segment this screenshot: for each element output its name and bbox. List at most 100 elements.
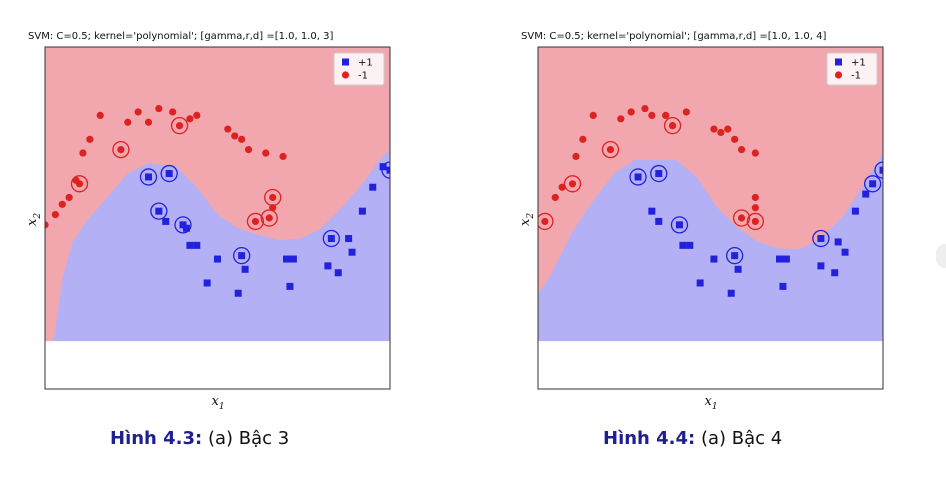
negative-point	[134, 108, 142, 116]
support-vector-ring	[260, 209, 278, 227]
negative-point	[737, 146, 746, 154]
support-vector-ring	[70, 175, 89, 193]
positive-point	[358, 207, 366, 215]
negative-point	[572, 152, 580, 161]
positive-point	[155, 207, 163, 215]
positive-point	[851, 207, 859, 215]
support-vector-ring	[874, 161, 883, 179]
support-vector-ring	[563, 175, 582, 193]
y-axis-label-subscript: 2	[33, 213, 43, 220]
positive-point	[679, 241, 687, 249]
support-vector-ring	[160, 164, 178, 183]
negative-point	[641, 104, 649, 113]
negative-point	[606, 146, 615, 154]
positive-point	[162, 217, 170, 225]
negative-point	[668, 122, 677, 130]
positive-point	[234, 289, 242, 297]
support-vector-ring	[601, 140, 620, 159]
negative-point	[648, 111, 656, 119]
negative-point	[269, 193, 277, 202]
negative-point	[251, 217, 260, 226]
positive-point	[289, 255, 297, 263]
support-vector-ring	[322, 229, 341, 248]
support-vector-ring	[170, 117, 189, 135]
negative-point	[751, 217, 759, 226]
plot-frame	[44, 46, 391, 390]
support-vector-ring	[663, 117, 682, 135]
negative-point	[96, 111, 104, 119]
positive-point	[710, 255, 718, 263]
positive-point	[834, 238, 842, 246]
support-vector-ring	[150, 202, 168, 220]
figure-caption-text: (a) Bậc 4	[700, 428, 783, 449]
x-axis-label-subscript: 1	[712, 402, 718, 412]
plot-title: SVM: C=0.5; kernel='polynomial'; [gamma,…	[521, 31, 827, 42]
negative-point	[724, 125, 732, 133]
negative-point	[58, 200, 66, 208]
positive-point	[734, 265, 742, 273]
plot-area	[538, 47, 883, 389]
legend-label: -1	[851, 71, 861, 82]
negative-point	[682, 108, 690, 116]
positive-point	[862, 190, 870, 198]
support-vector-ring	[812, 229, 830, 248]
positive-point	[324, 262, 332, 270]
positive-point	[286, 282, 294, 290]
positive-point	[731, 252, 739, 260]
support-vector-ring	[232, 246, 251, 265]
negative-point	[579, 135, 587, 143]
negative-point	[244, 146, 253, 154]
uncovered-region	[538, 341, 883, 389]
positive-point	[817, 235, 825, 243]
positive-point	[334, 269, 342, 277]
positive-region	[538, 153, 883, 389]
negative-point	[279, 152, 287, 161]
positive-point	[327, 235, 335, 243]
negative-point	[45, 221, 49, 229]
legend-label: +1	[358, 58, 373, 69]
figure-caption-text: (a) Bậc 3	[207, 428, 290, 449]
positive-point	[686, 241, 694, 249]
svm-degree-3-chart: +1 -1 x1 x2	[25, 46, 391, 412]
support-vector-ring	[139, 168, 158, 186]
positive-point	[345, 235, 353, 243]
positive-point	[782, 255, 790, 263]
support-vector-ring	[629, 168, 647, 186]
negative-point	[751, 193, 759, 202]
legend-marker-positive	[835, 58, 842, 66]
negative-point	[627, 108, 635, 116]
positive-point	[241, 265, 249, 273]
x-axis-label: x1	[212, 394, 225, 412]
y-axis-label-subscript: 2	[526, 213, 536, 220]
support-vector-ring	[650, 164, 668, 183]
positive-point	[238, 252, 246, 260]
negative-point	[186, 115, 194, 123]
positive-point	[214, 255, 221, 263]
negative-point	[79, 149, 87, 157]
positive-point	[841, 248, 849, 256]
positive-point	[727, 289, 735, 297]
positive-point	[779, 282, 787, 290]
support-vector-ring	[670, 216, 689, 234]
legend-marker-negative	[834, 71, 843, 79]
positive-point	[675, 221, 683, 229]
positive-point	[655, 170, 663, 178]
negative-point	[731, 135, 739, 143]
positive-point	[369, 183, 377, 191]
positive-point	[165, 170, 173, 178]
positive-point	[817, 262, 825, 270]
positive-point	[776, 255, 783, 263]
negative-point	[65, 193, 73, 202]
negative-point	[751, 149, 759, 157]
y-axis-label: x2	[25, 213, 43, 226]
negative-point	[717, 128, 725, 137]
negative-point	[265, 214, 273, 222]
negative-point	[662, 111, 670, 119]
negative-point	[737, 214, 746, 222]
negative-point	[551, 193, 559, 202]
scroll-edge-indicator	[936, 244, 946, 268]
negative-point	[710, 125, 718, 133]
positive-point	[386, 166, 390, 174]
plot-title: SVM: C=0.5; kernel='polynomial'; [gamma,…	[28, 31, 334, 42]
support-vector-ring	[725, 246, 744, 265]
